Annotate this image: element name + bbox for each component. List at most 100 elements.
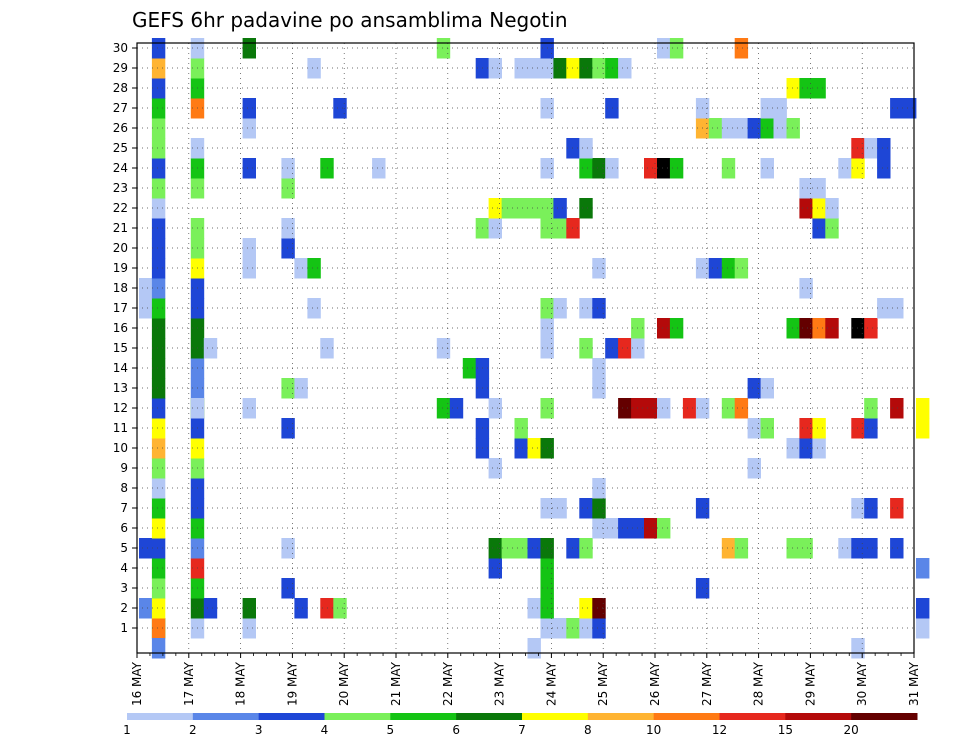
x-tick-label-10: 26 MAY bbox=[648, 661, 662, 706]
cell-member-4-t0.25 bbox=[151, 558, 166, 579]
cell-member-24-t0.25 bbox=[151, 158, 166, 179]
cell-member-1-t8.75 bbox=[592, 618, 606, 639]
cell-member-29-t7.5 bbox=[527, 58, 541, 79]
cell-member-1-t8 bbox=[553, 618, 567, 639]
cell-member-9-t11.75 bbox=[747, 458, 761, 479]
cell-member-24-t9 bbox=[605, 158, 619, 179]
legend-swatch-11 bbox=[851, 713, 918, 720]
cell-member-20-t0.25 bbox=[151, 238, 166, 259]
cell-member-18-t0.25 bbox=[151, 278, 166, 299]
cell-member-14-t8.75 bbox=[592, 358, 606, 379]
cell-member-24-t2.75 bbox=[281, 158, 295, 179]
cell-member-12-t10 bbox=[657, 398, 671, 419]
cell-member-17-t0 bbox=[139, 298, 153, 319]
y-tick-label-24: 24 bbox=[113, 161, 128, 175]
cell-member-30-t11.5 bbox=[734, 38, 749, 59]
cell-member-22-t7 bbox=[501, 198, 515, 219]
x-axis-ticks: 16 MAY 17 MAY 18 MAY 19 MAY 20 MAY 21 MAY 22 M… bbox=[130, 653, 921, 706]
cell-member-24-t10.25 bbox=[669, 158, 684, 179]
cell-member-6-t9.75 bbox=[644, 518, 658, 539]
cell-member-4-t6.75 bbox=[488, 558, 502, 579]
cell-member-8-t8.75 bbox=[592, 478, 606, 499]
y-tick-label-18: 18 bbox=[113, 281, 128, 295]
cell-member-9-t0.25 bbox=[151, 458, 166, 479]
cell-member-5-t2.75 bbox=[281, 538, 295, 559]
chart-title: GEFS 6hr padavine po ansamblima Negotin bbox=[132, 8, 568, 32]
cell-member-19-t2 bbox=[242, 258, 256, 279]
cell-member-11-t2.75 bbox=[281, 418, 295, 439]
cell-member-26-t2 bbox=[242, 118, 256, 139]
cell-member-11-t13 bbox=[812, 418, 826, 439]
cell-member-17-t8.5 bbox=[579, 298, 593, 319]
cell-member-24-t14.25 bbox=[877, 158, 891, 179]
cell-member-1-t0.25 bbox=[151, 618, 166, 639]
cell-member-12-t9.75 bbox=[644, 398, 658, 419]
y-tick-label-27: 27 bbox=[113, 101, 128, 115]
cell-member-2-t15 bbox=[916, 598, 930, 619]
cell-member-12-t0.25 bbox=[151, 398, 166, 419]
cell-member-11-t7.25 bbox=[514, 418, 528, 439]
cell-member-27-t9 bbox=[605, 98, 619, 119]
cell-member-2-t0.25 bbox=[151, 598, 166, 619]
cell-member-12-t10.5 bbox=[682, 398, 697, 419]
cell-member-11-t15 bbox=[916, 418, 930, 439]
y-tick-label-25: 25 bbox=[113, 141, 128, 155]
cell-member-14-t6.25 bbox=[462, 358, 477, 379]
cell-member-10-t7.5 bbox=[527, 438, 541, 459]
cell-member-26-t12.25 bbox=[773, 118, 787, 139]
cell-member-20-t2 bbox=[242, 238, 256, 259]
legend-label-6: 6 bbox=[452, 723, 460, 737]
cell-member-7-t8.5 bbox=[579, 498, 593, 519]
x-tick-label-6: 22 MAY bbox=[441, 661, 455, 706]
heatmap-cells bbox=[139, 38, 930, 659]
legend-swatch-9 bbox=[719, 713, 786, 720]
cell-member-16-t10 bbox=[657, 318, 671, 339]
y-tick-label-2: 2 bbox=[120, 601, 128, 615]
cell-member-24-t8.75 bbox=[592, 158, 606, 179]
cell-member-22-t8 bbox=[553, 198, 567, 219]
cell-member-12-t2 bbox=[242, 398, 256, 419]
x-tick-label-8: 24 MAY bbox=[544, 661, 558, 706]
y-tick-label-3: 3 bbox=[120, 581, 128, 595]
cell-member-22-t8.5 bbox=[579, 198, 593, 219]
cell-member-19-t0.25 bbox=[151, 258, 166, 279]
cell-member-29-t7.25 bbox=[514, 58, 528, 79]
cell-member-28-t13 bbox=[812, 78, 826, 99]
cell-member-17-t3.25 bbox=[307, 298, 321, 319]
legend-swatch-0 bbox=[127, 713, 194, 720]
cell-member-11-t12.75 bbox=[799, 418, 813, 439]
y-tick-label-14: 14 bbox=[113, 361, 128, 375]
y-tick-label-11: 11 bbox=[113, 421, 128, 435]
cell-member-30-t0.25 bbox=[151, 38, 166, 59]
cell-member-13-t0.25 bbox=[151, 378, 166, 399]
cell-member-24-t9.75 bbox=[644, 158, 658, 179]
legend-swatch-4 bbox=[390, 713, 457, 720]
cell-member-19-t3.25 bbox=[307, 258, 321, 279]
cell-member-0-t7.5 bbox=[527, 638, 541, 659]
y-tick-label-9: 9 bbox=[120, 461, 128, 475]
legend-label-10: 10 bbox=[646, 723, 661, 737]
cell-member-5-t12.5 bbox=[786, 538, 800, 559]
legend-label-4: 4 bbox=[321, 723, 329, 737]
cell-member-16-t0.25 bbox=[151, 318, 166, 339]
cell-member-23-t0.25 bbox=[151, 178, 166, 199]
cell-member-19-t11.25 bbox=[721, 258, 736, 279]
y-tick-label-16: 16 bbox=[113, 321, 128, 335]
cell-member-29-t8 bbox=[553, 58, 567, 79]
cell-member-16-t12.75 bbox=[799, 318, 813, 339]
cell-member-19-t11.5 bbox=[734, 258, 749, 279]
cell-member-21-t8 bbox=[553, 218, 567, 239]
cell-member-5-t7 bbox=[501, 538, 515, 559]
x-tick-label-3: 19 MAY bbox=[285, 661, 299, 706]
cell-member-3-t0.25 bbox=[151, 578, 166, 599]
cell-member-15-t9 bbox=[605, 338, 619, 359]
y-tick-label-20: 20 bbox=[113, 241, 128, 255]
y-tick-label-7: 7 bbox=[120, 501, 128, 515]
y-tick-label-8: 8 bbox=[120, 481, 128, 495]
x-tick-label-0: 16 MAY bbox=[130, 661, 144, 706]
cell-member-18-t12.75 bbox=[799, 278, 813, 299]
cell-member-22-t7.25 bbox=[514, 198, 528, 219]
cell-member-7-t0.25 bbox=[151, 498, 166, 519]
x-tick-label-14: 30 MAY bbox=[855, 661, 869, 706]
